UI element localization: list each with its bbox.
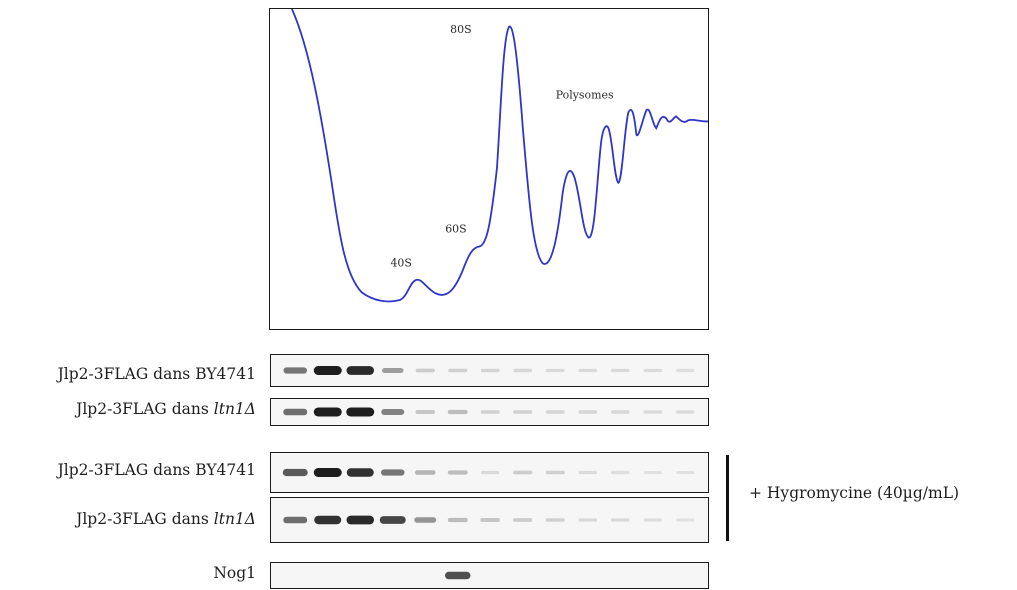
blot-band: [346, 468, 374, 477]
blot-band: [643, 368, 662, 373]
blot-label-text: Jlp2-3FLAG dans: [57, 461, 196, 479]
strain-name: BY4741: [195, 365, 256, 383]
blot-band: [611, 470, 630, 475]
blot-band: [643, 518, 662, 522]
polysome-profile-chart: 40S 60S 80S Polysomes: [291, 9, 708, 303]
blot-band: [447, 409, 468, 415]
blot-band: [379, 516, 406, 524]
blot-band: [447, 470, 468, 475]
strain-name: ltn1Δ: [213, 400, 256, 418]
blot-band: [381, 409, 405, 415]
western-blot-row-4: [270, 497, 709, 543]
blot-label-text: Nog1: [213, 564, 256, 582]
blot-band: [313, 366, 342, 375]
blot-band: [578, 410, 598, 414]
blot-band: [283, 516, 308, 524]
blot-band: [611, 368, 630, 373]
blot-band: [676, 470, 695, 475]
blot-band: [545, 368, 565, 373]
blot-band: [676, 410, 695, 414]
blot-band: [481, 470, 500, 475]
blot-band: [480, 518, 500, 522]
western-blot-row-3: [270, 452, 709, 493]
blot-band: [283, 408, 308, 416]
blot-band: [346, 366, 374, 375]
blot-band: [283, 367, 307, 374]
treatment-bracket: [726, 455, 729, 541]
blot-band: [445, 571, 471, 580]
blot-band: [513, 470, 533, 475]
blot-band: [382, 367, 404, 374]
blot-band: [314, 515, 342, 525]
peak-label-polysomes: Polysomes: [556, 88, 614, 101]
blot-label-3: Jlp2-3FLAG dans BY4741: [58, 461, 256, 479]
blot-band: [643, 410, 663, 414]
blot-band: [346, 515, 374, 525]
blot-band: [545, 470, 565, 475]
strain-name: ltn1Δ: [213, 510, 256, 528]
blot-band: [448, 368, 468, 373]
blot-band: [313, 468, 342, 477]
blot-band: [676, 518, 695, 522]
blot-band: [313, 407, 342, 417]
blot-label-2: Jlp2-3FLAG dans ltn1Δ: [76, 400, 256, 418]
blot-band: [611, 518, 630, 522]
western-blot-row-2: [270, 398, 709, 426]
blot-band: [545, 518, 565, 522]
blot-band: [545, 410, 565, 414]
blot-label-text: Jlp2-3FLAG dans: [57, 365, 196, 383]
blot-label-5: Nog1: [213, 564, 256, 582]
strain-name: BY4741: [195, 461, 256, 479]
peak-label-80s: 80S: [450, 23, 471, 36]
blot-bands: [283, 366, 695, 375]
peak-label-40s: 40S: [390, 256, 411, 269]
blot-band: [480, 410, 500, 414]
treatment-label: + Hygromycine (40µg/mL): [749, 484, 960, 502]
blot-label-text: Jlp2-3FLAG dans: [76, 400, 214, 418]
blot-band: [415, 410, 435, 414]
blot-band: [447, 517, 468, 523]
blot-bands: [283, 515, 695, 525]
blot-band: [513, 368, 533, 373]
blot-band: [346, 407, 375, 417]
polysome-profile-panel: 40S 60S 80S Polysomes: [269, 8, 709, 330]
blot-band: [610, 410, 630, 414]
blot-band: [643, 470, 662, 475]
blot-band: [578, 518, 598, 522]
western-blot-row-nog1: [270, 562, 709, 589]
blot-band: [381, 469, 405, 476]
blot-band: [513, 518, 533, 522]
blot-label-text: Jlp2-3FLAG dans: [76, 510, 214, 528]
peak-label-60s: 60S: [445, 223, 466, 236]
blot-band: [415, 368, 435, 373]
blot-band: [578, 368, 597, 373]
blot-band: [282, 468, 308, 477]
western-blot-row-1: [270, 354, 709, 387]
blot-bands: [282, 468, 695, 477]
blot-label-4: Jlp2-3FLAG dans ltn1Δ: [76, 510, 256, 528]
blot-band: [578, 470, 597, 475]
absorbance-trace: [291, 9, 708, 303]
blot-label-1: Jlp2-3FLAG dans BY4741: [58, 365, 256, 383]
blot-bands: [445, 571, 471, 580]
blot-bands: [283, 407, 695, 417]
blot-band: [676, 368, 695, 373]
blot-band: [414, 517, 437, 523]
blot-band: [480, 368, 500, 373]
blot-band: [513, 410, 533, 414]
blot-band: [415, 470, 436, 475]
